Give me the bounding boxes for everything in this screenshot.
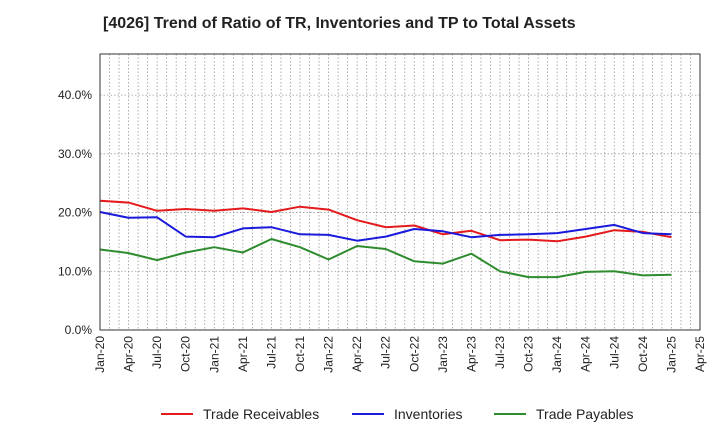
x-tick-label: Jan-25 bbox=[664, 336, 678, 373]
x-tick-label: Oct-24 bbox=[636, 336, 650, 372]
legend-label-trade-receivables: Trade Receivables bbox=[203, 406, 320, 422]
x-tick-label: Apr-24 bbox=[579, 336, 593, 372]
x-tick-label: Apr-22 bbox=[350, 336, 364, 372]
x-tick-label: Apr-20 bbox=[122, 336, 136, 372]
y-tick-label: 30.0% bbox=[58, 147, 92, 161]
legend-swatch-inventories bbox=[352, 413, 384, 415]
series-line-trade-payables bbox=[99, 238, 672, 279]
x-tick-label: Jan-20 bbox=[93, 336, 107, 373]
x-tick-label: Apr-23 bbox=[464, 336, 478, 372]
x-tick-label: Oct-20 bbox=[179, 336, 193, 372]
x-tick-label: Jul-21 bbox=[264, 336, 278, 369]
x-tick-label: Oct-23 bbox=[522, 336, 536, 372]
legend-label-trade-payables: Trade Payables bbox=[536, 406, 634, 422]
x-tick-label: Jul-24 bbox=[607, 336, 621, 369]
x-tick-label: Jan-24 bbox=[550, 336, 564, 373]
x-tick-label: Apr-21 bbox=[236, 336, 250, 372]
x-tick-label: Apr-25 bbox=[693, 336, 707, 372]
chart-legend: Trade Receivables Inventories Trade Paya… bbox=[0, 403, 720, 425]
plot-area bbox=[99, 53, 701, 331]
x-tick-label: Jul-23 bbox=[493, 336, 507, 369]
legend-label-inventories: Inventories bbox=[394, 406, 463, 422]
legend-item-trade-receivables: Trade Receivables bbox=[161, 403, 319, 425]
plot-border bbox=[99, 53, 701, 331]
y-tick-label: 0.0% bbox=[65, 323, 93, 337]
x-tick-label: Jul-20 bbox=[150, 336, 164, 369]
y-tick-label: 40.0% bbox=[58, 88, 92, 102]
y-tick-label: 20.0% bbox=[58, 206, 92, 220]
legend-swatch-trade-receivables bbox=[161, 413, 193, 415]
x-tick-label: Jul-22 bbox=[379, 336, 393, 369]
legend-swatch-trade-payables bbox=[494, 413, 526, 415]
y-tick-label: 10.0% bbox=[58, 264, 92, 278]
x-tick-label: Oct-21 bbox=[293, 336, 307, 372]
legend-item-inventories: Inventories bbox=[352, 403, 462, 425]
series-line-inventories bbox=[99, 211, 672, 242]
x-tick-label: Oct-22 bbox=[407, 336, 421, 372]
x-tick-label: Jan-23 bbox=[436, 336, 450, 373]
x-tick-label: Jan-22 bbox=[322, 336, 336, 373]
legend-item-trade-payables: Trade Payables bbox=[494, 403, 634, 425]
x-tick-label: Jan-21 bbox=[207, 336, 221, 373]
chart-title: [4026] Trend of Ratio of TR, Inventories… bbox=[103, 15, 576, 32]
series-line-trade-receivables bbox=[99, 199, 672, 243]
